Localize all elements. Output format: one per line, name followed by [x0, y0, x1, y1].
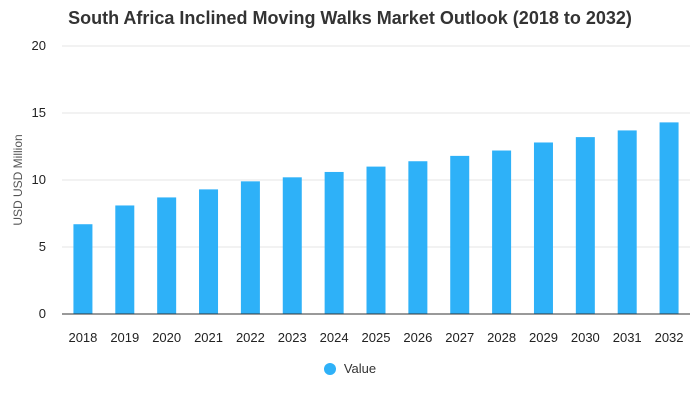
- y-tick-label: 5: [39, 239, 46, 254]
- x-tick-label: 2028: [487, 330, 516, 345]
- bar-2026[interactable]: [408, 161, 428, 314]
- x-tick-label: 2029: [529, 330, 558, 345]
- bar-2029[interactable]: [533, 142, 553, 314]
- x-tick-label: 2023: [278, 330, 307, 345]
- x-axis-ticks: 2018 2019 2020 2021 2022 2023 2024 2025 2026 2027…: [68, 330, 683, 345]
- bar-2018[interactable]: [73, 224, 93, 314]
- x-tick-label: 2020: [152, 330, 181, 345]
- legend-label: Value: [343, 361, 377, 376]
- bar-2025[interactable]: [366, 166, 386, 314]
- legend-swatch-icon: [323, 362, 336, 375]
- y-tick-label: 15: [32, 105, 46, 120]
- bar-2030[interactable]: [575, 137, 595, 314]
- x-tick-label: 2026: [403, 330, 432, 345]
- bar-2021[interactable]: [199, 189, 219, 314]
- bar-2032[interactable]: [659, 122, 679, 314]
- x-tick-label: 2027: [445, 330, 474, 345]
- bar-2024[interactable]: [324, 171, 344, 314]
- x-tick-label: 2024: [320, 330, 349, 345]
- bar-2023[interactable]: [282, 177, 302, 314]
- x-tick-label: 2030: [571, 330, 600, 345]
- x-tick-label: 2018: [68, 330, 97, 345]
- chart-title: South Africa Inclined Moving Walks Marke…: [68, 8, 632, 28]
- x-tick-label: 2022: [236, 330, 265, 345]
- legend[interactable]: Value: [0, 361, 700, 376]
- x-tick-label: 2025: [362, 330, 391, 345]
- x-tick-label: 2032: [655, 330, 684, 345]
- x-tick-label: 2019: [110, 330, 139, 345]
- bar-2031[interactable]: [617, 130, 637, 314]
- y-tick-label: 10: [32, 172, 46, 187]
- y-tick-label: 0: [39, 306, 46, 321]
- bar-2022[interactable]: [240, 181, 260, 314]
- y-tick-label: 20: [32, 38, 46, 53]
- bar-2019[interactable]: [115, 205, 135, 314]
- bar-2028[interactable]: [492, 150, 512, 314]
- bars: [73, 122, 679, 314]
- bar-2020[interactable]: [157, 197, 177, 314]
- x-tick-label: 2031: [613, 330, 642, 345]
- y-axis-title: USD USD Million: [11, 134, 25, 225]
- y-axis-ticks: 0 5 10 15 20: [32, 38, 46, 321]
- bar-2027[interactable]: [450, 155, 470, 314]
- x-tick-label: 2021: [194, 330, 223, 345]
